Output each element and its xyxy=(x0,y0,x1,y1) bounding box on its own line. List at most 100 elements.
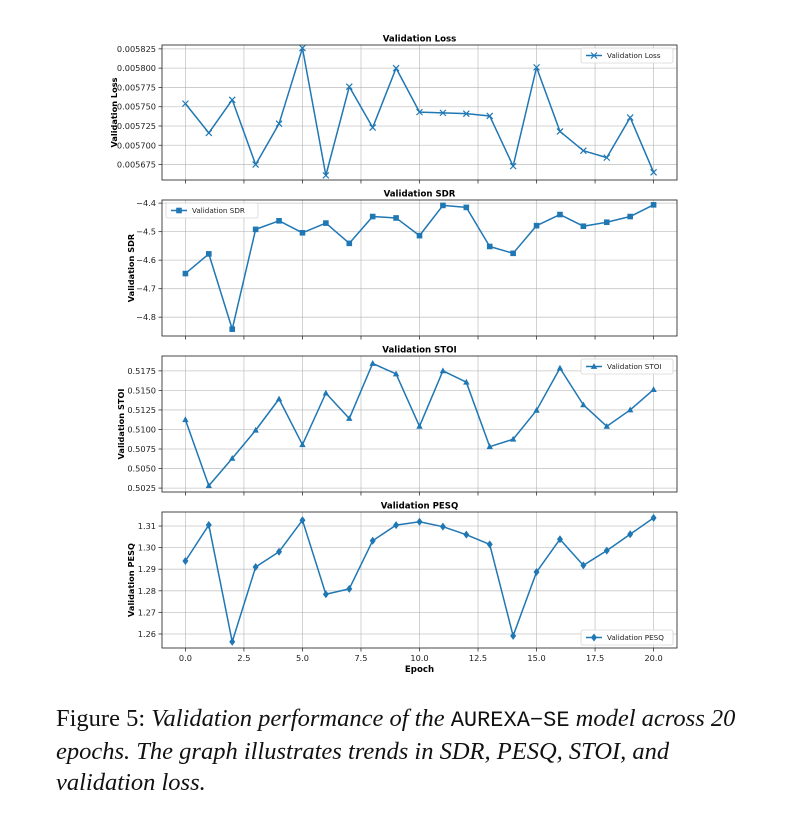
data-point xyxy=(650,513,657,522)
data-point xyxy=(533,222,540,229)
data-point xyxy=(509,435,517,442)
legend-box xyxy=(580,358,674,375)
legend-box xyxy=(165,202,259,219)
gridlines xyxy=(162,200,677,336)
chart-panel-3: 0.5025 0.5050 0.5075 0.5100 0.5125 0.5150 0.51… xyxy=(116,346,678,496)
data-point xyxy=(393,215,399,221)
data-point xyxy=(252,226,259,233)
data-point xyxy=(416,108,423,116)
data-point xyxy=(393,521,400,530)
data-point xyxy=(322,389,330,396)
legend: Validation PESQ xyxy=(580,629,674,646)
data-point xyxy=(439,109,447,117)
data-point xyxy=(627,530,634,539)
data-point xyxy=(275,120,283,128)
data-point xyxy=(556,127,564,135)
legend-box xyxy=(580,47,674,64)
figure-caption: Figure 5: Validation performance of the … xyxy=(56,703,746,798)
data-point xyxy=(463,204,470,211)
data-point xyxy=(486,243,493,250)
data-point xyxy=(509,162,517,170)
data-point xyxy=(205,129,213,137)
data-point xyxy=(205,482,213,489)
data-point xyxy=(345,83,353,91)
data-point xyxy=(252,161,260,168)
data-point xyxy=(603,154,611,162)
data-point xyxy=(463,378,470,385)
legend-marker xyxy=(590,52,598,59)
x-tick-label: 2.5 xyxy=(237,653,250,663)
data-point xyxy=(206,251,212,257)
y-tick-label: 1.28 xyxy=(138,586,156,596)
data-point xyxy=(416,422,423,429)
y-tick-label: 0.5175 xyxy=(127,366,156,376)
chart-title: Validation PESQ xyxy=(381,502,459,512)
caption-text-2: model across 20 epochs. The graph illust… xyxy=(56,705,736,796)
x-axis-label: Epoch xyxy=(405,665,434,675)
data-point xyxy=(580,401,587,408)
data-point xyxy=(439,522,446,531)
y-tick-label: 0.005750 xyxy=(117,102,156,112)
figure-charts: 0.005675 0.005700 0.005725 0.005750 0.005775… xyxy=(109,35,678,675)
legend-marker xyxy=(590,363,598,369)
legend: Validation Loss xyxy=(580,47,674,64)
data-point xyxy=(486,443,493,450)
data-point xyxy=(181,100,189,108)
legend-label: Validation SDR xyxy=(192,206,245,215)
data-point xyxy=(228,96,236,104)
data-point xyxy=(463,530,470,539)
data-point xyxy=(252,426,259,433)
data-point xyxy=(299,44,306,52)
data-point xyxy=(369,124,377,131)
y-tick-label: −4.8 xyxy=(136,312,156,322)
y-tick-label: −4.6 xyxy=(136,255,156,265)
data-point xyxy=(579,147,587,155)
chart-title: Validation SDR xyxy=(384,190,456,200)
y-tick-label: 0.005775 xyxy=(117,82,156,92)
gridlines xyxy=(162,45,677,180)
data-point xyxy=(322,590,329,599)
x-tick-label: 15.0 xyxy=(527,653,545,663)
data-point xyxy=(275,395,283,402)
y-axis-label: Validation SDR xyxy=(126,233,136,302)
y-tick-label: 1.27 xyxy=(138,607,156,617)
y-tick-label: −4.7 xyxy=(136,284,156,294)
data-point xyxy=(369,360,376,366)
data-point xyxy=(439,367,447,374)
data-point xyxy=(603,422,610,429)
data-point xyxy=(229,454,236,461)
data-point xyxy=(182,416,189,423)
y-tick-label: 0.005725 xyxy=(117,121,156,131)
y-tick-label: 1.30 xyxy=(138,543,156,553)
data-point xyxy=(182,270,189,277)
data-point xyxy=(392,370,400,377)
data-point xyxy=(650,386,657,393)
data-point xyxy=(205,520,212,529)
y-tick-label: 0.5050 xyxy=(127,464,156,474)
data-point xyxy=(603,546,610,555)
chart-panel-2: −4.8 −4.7 −4.6 −4.5 −4.4 Validation SDR Valida… xyxy=(126,190,678,340)
data-point xyxy=(276,547,283,556)
data-point xyxy=(229,637,236,646)
data-point xyxy=(299,516,306,525)
legend-label: Validation Loss xyxy=(607,51,661,60)
y-tick-label: −4.5 xyxy=(136,227,156,237)
data-point xyxy=(510,250,516,257)
data-point xyxy=(556,364,564,371)
x-tick-label: 0.0 xyxy=(179,653,192,663)
y-tick-label: 0.5150 xyxy=(127,385,156,395)
data-point xyxy=(392,64,400,72)
chart-panel-4: 0.0 2.5 5.0 7.5 10.0 12.5 15.0 17.5 20.0 1.26 1.27… xyxy=(126,502,678,675)
data-point xyxy=(533,568,540,577)
data-point xyxy=(276,218,282,224)
data-point xyxy=(416,517,423,526)
data-point xyxy=(229,326,236,332)
y-tick-label: 0.5075 xyxy=(127,444,156,454)
x-tick-label: 12.5 xyxy=(469,653,487,663)
data-point xyxy=(322,171,330,179)
y-tick-label: 1.29 xyxy=(138,564,156,574)
data-point xyxy=(603,219,610,226)
data-point xyxy=(299,229,306,236)
x-tick-label: 20.0 xyxy=(644,653,662,663)
y-axis-label: Validation PESQ xyxy=(126,543,136,617)
